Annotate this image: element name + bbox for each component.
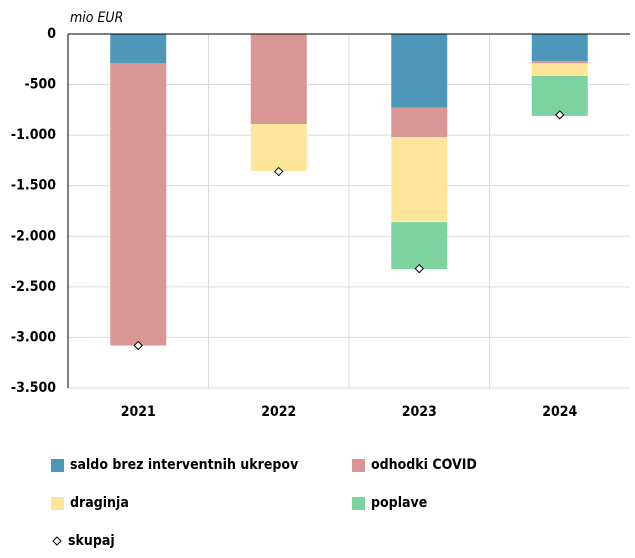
bar-segment — [110, 34, 167, 64]
total-marker — [133, 340, 143, 351]
x-tick-label: 2022 — [261, 404, 296, 420]
legend-label: odhodki COVID — [371, 457, 477, 473]
legend-swatch — [352, 497, 365, 510]
legend-swatch — [51, 497, 64, 510]
total-marker — [555, 110, 565, 120]
total-marker — [414, 263, 424, 274]
bar-segment — [250, 124, 307, 172]
y-tick-label: -3.500 — [11, 380, 56, 396]
legend-swatch — [352, 459, 365, 472]
x-tick-label: 2023 — [402, 404, 437, 420]
total-marker — [274, 166, 284, 177]
bar-segment — [531, 34, 588, 62]
y-tick-label: -1.500 — [11, 178, 56, 194]
y-axis-label: mio EUR — [70, 10, 123, 26]
legend-marker — [52, 536, 62, 546]
legend-label: skupaj — [68, 533, 115, 549]
legend-label: saldo brez interventnih ukrepov — [70, 457, 299, 473]
legend-label: draginja — [70, 495, 129, 511]
bar-segment — [391, 137, 448, 223]
legend-swatch — [51, 459, 64, 472]
bar-segment — [110, 63, 167, 346]
bar-segment — [391, 107, 448, 138]
legend-label: poplave — [371, 495, 427, 511]
y-tick-label: -2.500 — [11, 279, 56, 295]
x-tick-label: 2024 — [542, 404, 577, 420]
y-tick-label: 0 — [47, 26, 56, 42]
bar-segment — [531, 61, 588, 64]
y-tick-label: -500 — [24, 77, 56, 93]
x-tick-label: 2021 — [121, 404, 156, 420]
y-tick-label: -1.000 — [11, 127, 56, 143]
y-tick-label: -2.000 — [11, 228, 56, 244]
bar-segment — [531, 63, 588, 76]
bar-segment — [531, 75, 588, 116]
y-tick-label: -3.000 — [11, 329, 56, 345]
bar-segment — [391, 222, 448, 270]
bar-segment — [391, 34, 448, 108]
bar-segment — [250, 34, 307, 125]
